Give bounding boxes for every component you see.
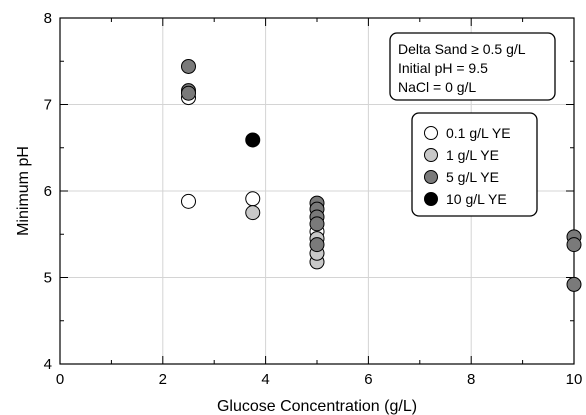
legend-label: 0.1 g/L YE xyxy=(446,125,511,141)
data-points xyxy=(181,58,582,292)
annotation-line: Delta Sand ≥ 0.5 g/L xyxy=(398,41,526,57)
data-point xyxy=(309,237,325,253)
y-tick-label: 8 xyxy=(44,10,52,27)
legend: 0.1 g/L YE 1 g/L YE 5 g/L YE 10 g/L YE xyxy=(411,112,538,217)
y-tick-label: 4 xyxy=(44,356,52,373)
tick-labels: 0 2 4 6 8 10 4 5 6 7 8 xyxy=(44,10,583,388)
x-tick-label: 10 xyxy=(566,371,583,388)
legend-marker xyxy=(424,192,438,206)
series-3 xyxy=(181,58,582,292)
axis-ticks xyxy=(59,17,575,365)
data-point xyxy=(181,193,196,209)
data-point xyxy=(245,205,261,221)
data-point xyxy=(245,132,261,148)
annotation-frame xyxy=(389,32,556,101)
legend-label: 10 g/L YE xyxy=(446,191,507,207)
data-point xyxy=(309,216,325,232)
data-point xyxy=(181,58,196,74)
x-tick-label: 4 xyxy=(261,371,269,388)
y-tick-label: 6 xyxy=(44,183,52,200)
x-tick-label: 2 xyxy=(159,371,167,388)
legend-frame xyxy=(411,112,538,217)
legend-marker xyxy=(424,126,438,140)
data-point xyxy=(245,191,261,207)
annotation-line: Initial pH = 9.5 xyxy=(398,60,488,76)
annotation-box: Delta Sand ≥ 0.5 g/L Initial pH = 9.5 Na… xyxy=(389,32,556,101)
data-point xyxy=(566,276,582,292)
data-point xyxy=(181,85,196,101)
y-tick-label: 5 xyxy=(44,270,52,287)
x-tick-label: 6 xyxy=(364,371,372,388)
data-point xyxy=(566,237,582,253)
legend-marker xyxy=(424,170,438,184)
y-tick-label: 7 xyxy=(44,97,52,114)
x-axis-title: Glucose Concentration (g/L) xyxy=(217,398,417,415)
legend-label: 5 g/L YE xyxy=(446,169,499,185)
legend-marker xyxy=(424,148,438,162)
legend-label: 1 g/L YE xyxy=(446,147,499,163)
annotation-line: NaCl = 0 g/L xyxy=(398,79,476,95)
y-axis-title: Minimum pH xyxy=(15,146,32,236)
series-4 xyxy=(245,132,261,148)
x-tick-label: 0 xyxy=(56,371,64,388)
x-tick-label: 8 xyxy=(467,371,475,388)
